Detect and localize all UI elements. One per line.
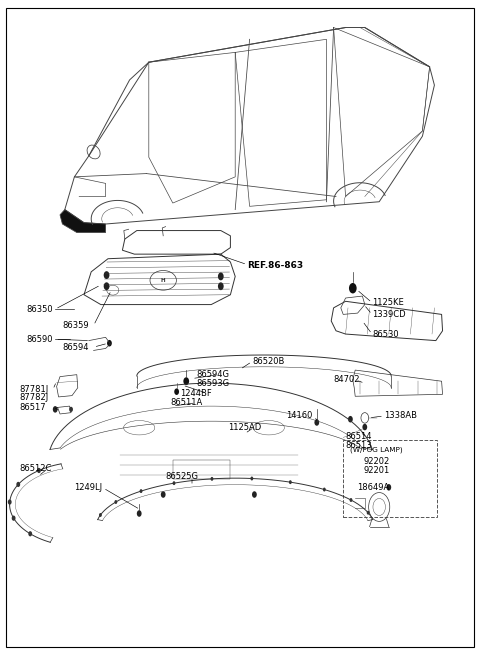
- Text: 86530: 86530: [372, 329, 398, 339]
- Text: 86593G: 86593G: [197, 379, 230, 388]
- Text: 86513: 86513: [346, 441, 372, 450]
- Text: 86350: 86350: [26, 305, 53, 314]
- Circle shape: [252, 491, 257, 498]
- Circle shape: [183, 377, 189, 385]
- Text: 86594G: 86594G: [197, 370, 230, 379]
- Circle shape: [161, 491, 166, 498]
- Circle shape: [172, 481, 175, 485]
- Text: 86511A: 86511A: [170, 398, 203, 407]
- Circle shape: [137, 510, 142, 517]
- Text: 92201: 92201: [364, 466, 390, 475]
- Text: 86514: 86514: [346, 432, 372, 441]
- Text: 1125KE: 1125KE: [372, 298, 404, 307]
- Text: 86359: 86359: [62, 321, 89, 330]
- Circle shape: [367, 511, 370, 515]
- Circle shape: [99, 513, 102, 517]
- Text: 84702: 84702: [334, 375, 360, 384]
- Text: H: H: [161, 278, 166, 283]
- Text: 1125AD: 1125AD: [228, 422, 261, 432]
- Text: 86512C: 86512C: [19, 464, 51, 473]
- Text: 86594: 86594: [62, 343, 89, 352]
- Circle shape: [386, 484, 391, 491]
- Text: 14160: 14160: [286, 411, 312, 421]
- Bar: [343, 440, 437, 517]
- Circle shape: [53, 406, 58, 413]
- Circle shape: [69, 407, 73, 412]
- Text: REF.86-863: REF.86-863: [247, 261, 303, 270]
- Text: 86520B: 86520B: [252, 357, 284, 366]
- Circle shape: [348, 416, 353, 422]
- Circle shape: [218, 272, 224, 280]
- Circle shape: [174, 388, 179, 395]
- Circle shape: [362, 424, 367, 430]
- Text: 1244BF: 1244BF: [180, 388, 212, 398]
- Bar: [173, 460, 230, 479]
- Circle shape: [218, 282, 224, 290]
- Text: 1339CD: 1339CD: [372, 310, 406, 319]
- Text: 87781J: 87781J: [19, 385, 48, 394]
- Circle shape: [140, 489, 143, 493]
- Circle shape: [314, 419, 319, 426]
- Text: 86590: 86590: [26, 335, 53, 344]
- Text: 92202: 92202: [364, 457, 390, 466]
- Circle shape: [16, 482, 20, 487]
- Circle shape: [107, 340, 112, 346]
- Circle shape: [114, 500, 117, 504]
- Circle shape: [289, 480, 292, 484]
- Circle shape: [349, 498, 352, 502]
- Circle shape: [104, 271, 109, 279]
- Text: 18649A: 18649A: [357, 483, 389, 492]
- Circle shape: [12, 515, 15, 521]
- Circle shape: [251, 477, 253, 481]
- Circle shape: [211, 477, 214, 481]
- Text: 1338AB: 1338AB: [384, 411, 417, 421]
- Circle shape: [104, 282, 109, 290]
- Polygon shape: [60, 210, 106, 233]
- Text: 86517: 86517: [19, 403, 46, 412]
- Circle shape: [37, 468, 41, 473]
- Circle shape: [323, 487, 326, 491]
- Circle shape: [8, 499, 12, 504]
- Text: (W/FOG LAMP): (W/FOG LAMP): [350, 447, 403, 453]
- Text: 87782J: 87782J: [19, 393, 48, 402]
- Text: 1249LJ: 1249LJ: [74, 483, 103, 493]
- Circle shape: [28, 531, 32, 536]
- Circle shape: [349, 283, 357, 293]
- Text: 86525G: 86525G: [166, 472, 199, 481]
